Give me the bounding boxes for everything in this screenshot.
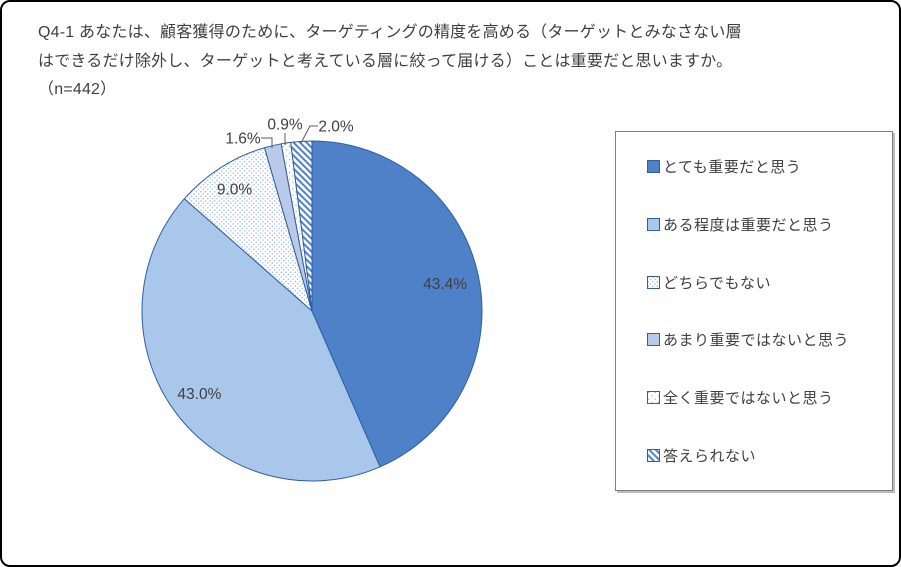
legend-label-1: ある程度は重要だと思う <box>663 216 834 234</box>
legend-box: とても重要だと思うある程度は重要だと思う どちらでもないあまり重要ではないと思う全… <box>615 131 893 491</box>
pie-data-label-3: 1.6% <box>225 131 261 148</box>
legend-item-1: ある程度は重要だと思う <box>647 200 892 248</box>
pie-data-label-5: 2.0% <box>318 119 354 136</box>
legend-swatch-icon <box>647 333 660 347</box>
legend-item-0: とても重要だと思う <box>647 143 892 191</box>
pie-slice-0 <box>311 140 483 468</box>
question-line-1: Q4-1 あなたは、顧客獲得のために、ターゲティングの精度を高める（ターゲットと… <box>38 24 742 41</box>
pie-data-label-1: 43.0% <box>177 386 221 403</box>
question-line-2: はできるだけ除外し、ターゲットと考えている層に絞って届ける）ことは重要だと思いま… <box>38 52 733 70</box>
legend-item-3: あまり重要ではないと思う <box>647 316 892 364</box>
pie-callout-line-5 <box>300 125 318 144</box>
pie-data-label-0: 43.4% <box>423 276 467 293</box>
legend-label-4: 全く重要ではないと思う <box>663 389 834 407</box>
legend-swatch-icon <box>647 160 660 174</box>
legend-swatch-icon <box>647 275 660 289</box>
pie-slice-2 <box>183 147 313 312</box>
legend-swatch-icon <box>647 390 660 404</box>
legend-item-4: 全く重要ではないと思う <box>647 373 892 421</box>
question-sample-size: （n=442） <box>38 81 117 98</box>
pie-data-label-4: 0.9% <box>267 117 303 134</box>
legend-swatch-icon <box>647 217 660 231</box>
legend-item-5: 答えられない <box>647 431 892 479</box>
legend-label-2: どちらでもない <box>663 274 772 292</box>
pie-slice-5 <box>290 140 313 312</box>
legend-swatch-icon <box>647 448 660 462</box>
pie-data-label-2: 9.0% <box>217 182 253 199</box>
legend-item-2: どちらでもない <box>647 258 892 306</box>
legend-label-3: あまり重要ではないと思う <box>663 332 850 350</box>
question-title: Q4-1 あなたは、顧客獲得のために、ターゲティングの精度を高める（ターゲットと… <box>38 19 838 105</box>
legend-label-5: 答えられない <box>663 447 757 465</box>
pie-callout-line-3 <box>261 137 273 148</box>
pie-slice-1 <box>141 198 381 482</box>
legend-label-0: とても重要だと思う <box>663 159 802 177</box>
